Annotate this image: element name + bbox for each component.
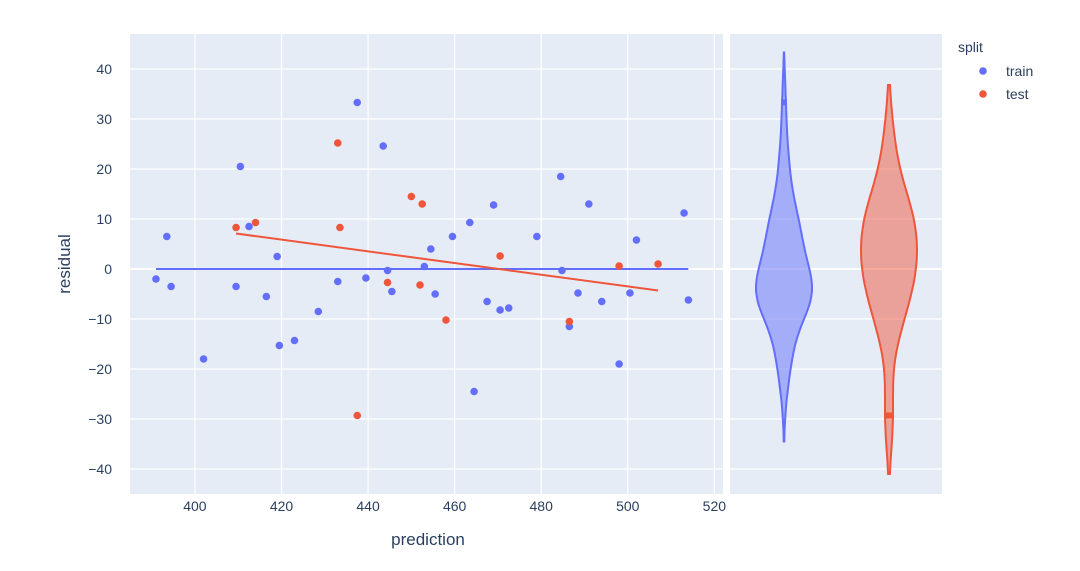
point-test[interactable] <box>251 218 260 227</box>
point-train[interactable] <box>314 307 323 316</box>
y-tick-label: −20 <box>88 361 112 377</box>
point-train[interactable] <box>483 297 491 306</box>
point-test[interactable] <box>496 252 504 260</box>
x-tick-label: 400 <box>183 498 207 514</box>
violin-test[interactable] <box>859 84 919 475</box>
scatter-points <box>152 98 693 420</box>
point-test[interactable] <box>336 223 344 232</box>
point-train[interactable] <box>262 292 271 301</box>
tick-labels: 400 420 440 460 480 500 520 −40 −30 −20 −10 0 10 20 30… <box>88 61 726 514</box>
point-train[interactable] <box>388 287 396 296</box>
point-train[interactable] <box>448 232 457 241</box>
violin-outlier-train <box>781 99 787 106</box>
x-tick-label: 440 <box>356 498 380 514</box>
x-axis-title: prediction <box>391 530 465 549</box>
point-train[interactable] <box>470 387 478 396</box>
legend-marker-train <box>979 67 987 75</box>
point-train[interactable] <box>626 289 634 297</box>
point-test[interactable] <box>565 317 574 326</box>
point-train[interactable] <box>585 200 593 208</box>
point-train[interactable] <box>245 222 253 231</box>
point-train[interactable] <box>167 282 175 291</box>
violin-outlier-test <box>886 412 892 419</box>
point-train[interactable] <box>362 274 370 282</box>
point-test[interactable] <box>615 262 623 270</box>
legend-item-test[interactable]: test <box>979 86 1029 102</box>
point-train[interactable] <box>680 209 688 217</box>
point-train[interactable] <box>465 218 474 227</box>
legend-title: split <box>958 39 983 55</box>
trendline-test <box>235 232 659 292</box>
point-train[interactable] <box>333 277 342 286</box>
legend: split train test <box>958 39 1033 102</box>
violin-train[interactable] <box>755 51 813 443</box>
point-test[interactable] <box>383 278 392 287</box>
point-train[interactable] <box>504 304 513 312</box>
legend-item-train[interactable]: train <box>979 63 1033 79</box>
point-test[interactable] <box>333 139 342 147</box>
y-tick-label: 0 <box>104 261 112 277</box>
point-train[interactable] <box>427 245 435 253</box>
y-tick-label: 40 <box>96 61 112 77</box>
point-train[interactable] <box>615 360 623 368</box>
point-train[interactable] <box>290 336 299 345</box>
point-train[interactable] <box>152 275 160 283</box>
point-train[interactable] <box>598 297 606 306</box>
point-test[interactable] <box>232 223 240 232</box>
point-test[interactable] <box>442 316 450 324</box>
point-train[interactable] <box>420 262 429 271</box>
y-tick-label: 20 <box>96 161 112 177</box>
y-tick-label: 10 <box>96 211 112 227</box>
point-train[interactable] <box>273 252 281 261</box>
y-axis-title: residual <box>55 234 74 294</box>
point-train[interactable] <box>632 236 641 244</box>
point-test[interactable] <box>654 260 662 268</box>
point-test[interactable] <box>407 192 416 201</box>
y-tick-label: −10 <box>88 311 112 327</box>
point-test[interactable] <box>416 281 424 289</box>
violin-marginals <box>755 51 919 475</box>
point-train[interactable] <box>379 142 388 150</box>
y-tick-label: −30 <box>88 411 112 427</box>
legend-label-train: train <box>1006 63 1033 79</box>
point-train[interactable] <box>533 232 541 241</box>
point-train[interactable] <box>431 290 439 298</box>
point-train[interactable] <box>556 172 565 181</box>
legend-label-test: test <box>1006 86 1029 102</box>
x-tick-label: 500 <box>616 498 640 514</box>
point-train[interactable] <box>236 162 245 171</box>
point-train[interactable] <box>383 266 392 275</box>
x-tick-label: 520 <box>703 498 727 514</box>
y-tick-label: 30 <box>96 111 112 127</box>
point-train[interactable] <box>496 306 504 314</box>
point-test[interactable] <box>418 200 426 208</box>
point-test[interactable] <box>353 411 362 420</box>
point-train[interactable] <box>353 98 362 107</box>
legend-marker-test <box>979 90 987 98</box>
x-tick-label: 420 <box>270 498 294 514</box>
y-tick-label: −40 <box>88 461 112 477</box>
point-train[interactable] <box>162 232 171 241</box>
point-train[interactable] <box>684 296 693 304</box>
point-train[interactable] <box>558 266 566 275</box>
point-train[interactable] <box>199 355 208 363</box>
point-train[interactable] <box>489 201 498 209</box>
point-train[interactable] <box>574 289 582 297</box>
x-tick-label: 460 <box>443 498 467 514</box>
point-train[interactable] <box>275 341 284 350</box>
point-train[interactable] <box>232 282 240 291</box>
x-tick-label: 480 <box>530 498 554 514</box>
